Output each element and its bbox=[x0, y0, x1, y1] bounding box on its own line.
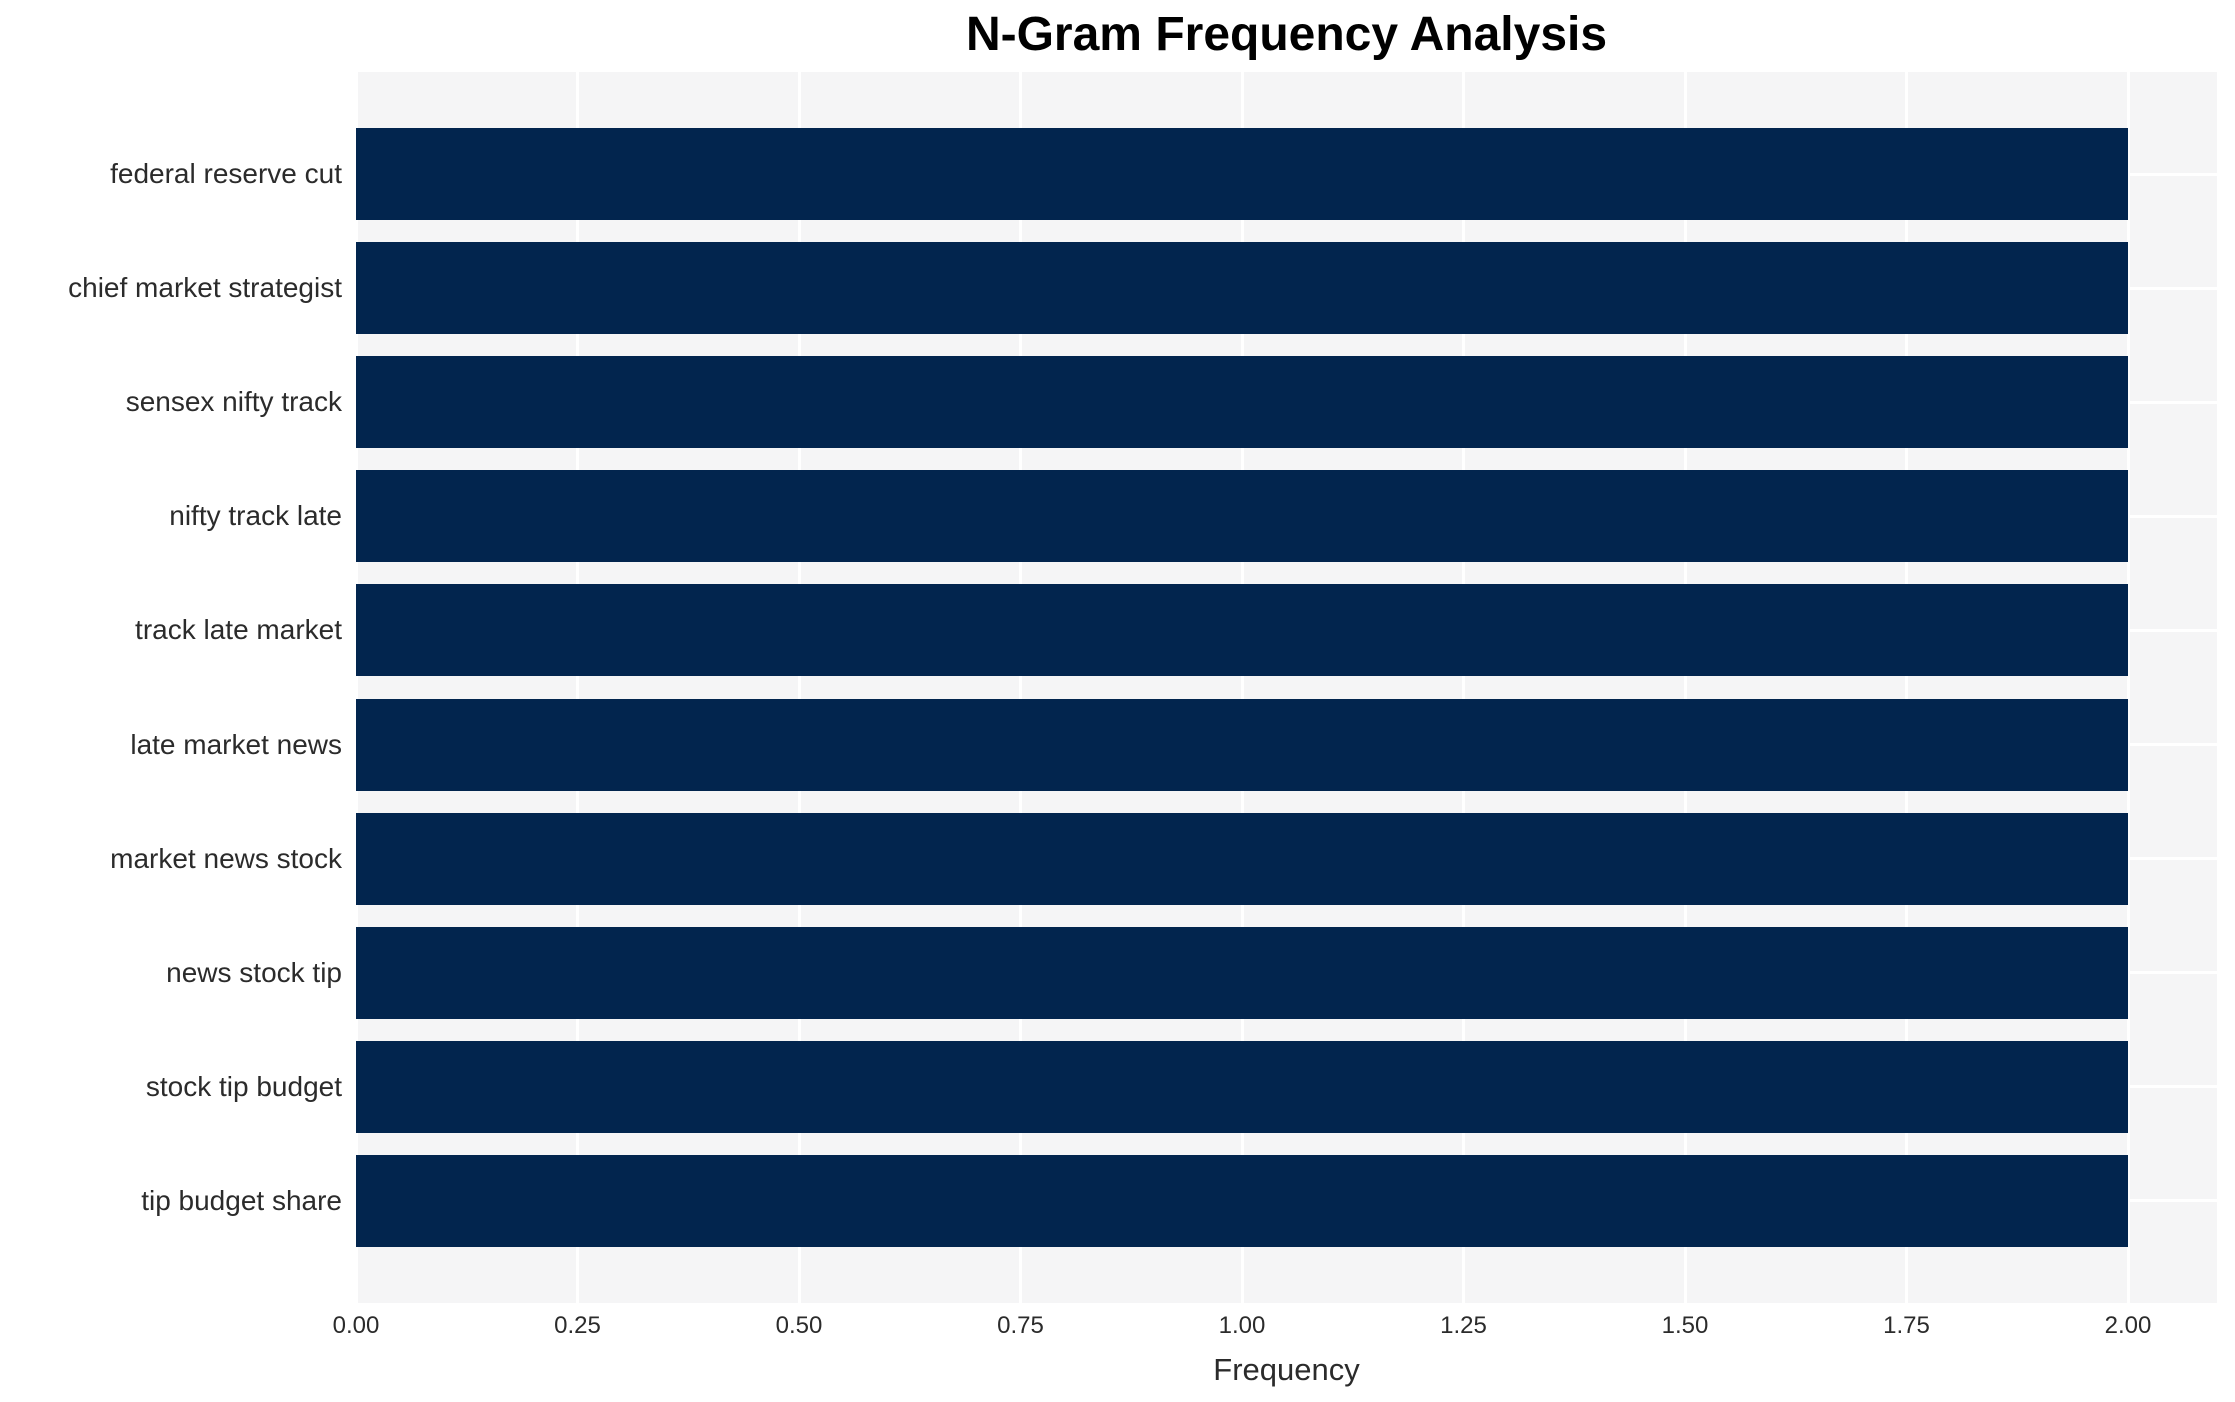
y-tick-label: stock tip budget bbox=[145, 1070, 342, 1102]
bar bbox=[356, 926, 2128, 1019]
bar bbox=[356, 242, 2128, 335]
y-tick-label: chief market strategist bbox=[68, 272, 342, 304]
x-tick-label: 1.50 bbox=[1661, 1312, 1709, 1339]
x-gridline bbox=[1683, 72, 1687, 1303]
y-tick-label: news stock tip bbox=[166, 956, 342, 988]
y-tick-label: market news stock bbox=[110, 842, 342, 874]
chart-title: N-Gram Frequency Analysis bbox=[965, 8, 1608, 61]
x-tick-label: 0.25 bbox=[554, 1312, 601, 1339]
x-gridline bbox=[1019, 72, 1022, 1303]
x-tick-label: 0.50 bbox=[775, 1312, 823, 1339]
y-tick-label: sensex nifty track bbox=[125, 386, 342, 418]
x-gridline bbox=[797, 72, 801, 1303]
x-gridline bbox=[1462, 72, 1465, 1303]
y-tick-label: track late market bbox=[135, 614, 342, 646]
x-tick-label: 0.00 bbox=[332, 1312, 380, 1339]
y-tick-label: late market news bbox=[130, 728, 342, 760]
x-tick-label: 1.00 bbox=[1218, 1312, 1266, 1339]
x-gridline bbox=[1240, 72, 1244, 1303]
y-tick-label: federal reserve cut bbox=[110, 158, 342, 189]
bar bbox=[356, 356, 2128, 449]
x-tick-label: 1.25 bbox=[1440, 1312, 1487, 1339]
bar bbox=[356, 812, 2128, 905]
plot-area bbox=[354, 72, 2217, 1303]
bar bbox=[356, 470, 2128, 563]
y-tick-label: tip budget share bbox=[141, 1184, 342, 1216]
bar bbox=[356, 584, 2128, 677]
x-gridline bbox=[1905, 72, 1908, 1303]
x-tick-label: 1.75 bbox=[1883, 1312, 1930, 1339]
x-gridline bbox=[2126, 72, 2130, 1303]
bar bbox=[356, 698, 2128, 791]
x-axis-title: Frequency bbox=[1213, 1352, 1360, 1387]
bar bbox=[356, 128, 2128, 220]
x-tick-label: 0.75 bbox=[997, 1312, 1044, 1339]
x-gridline bbox=[576, 72, 579, 1303]
bar bbox=[356, 1154, 2128, 1247]
y-tick-label: nifty track late bbox=[169, 500, 342, 532]
x-gridline bbox=[354, 72, 358, 1303]
bar bbox=[356, 1040, 2128, 1133]
x-tick-label: 2.00 bbox=[2104, 1312, 2152, 1339]
